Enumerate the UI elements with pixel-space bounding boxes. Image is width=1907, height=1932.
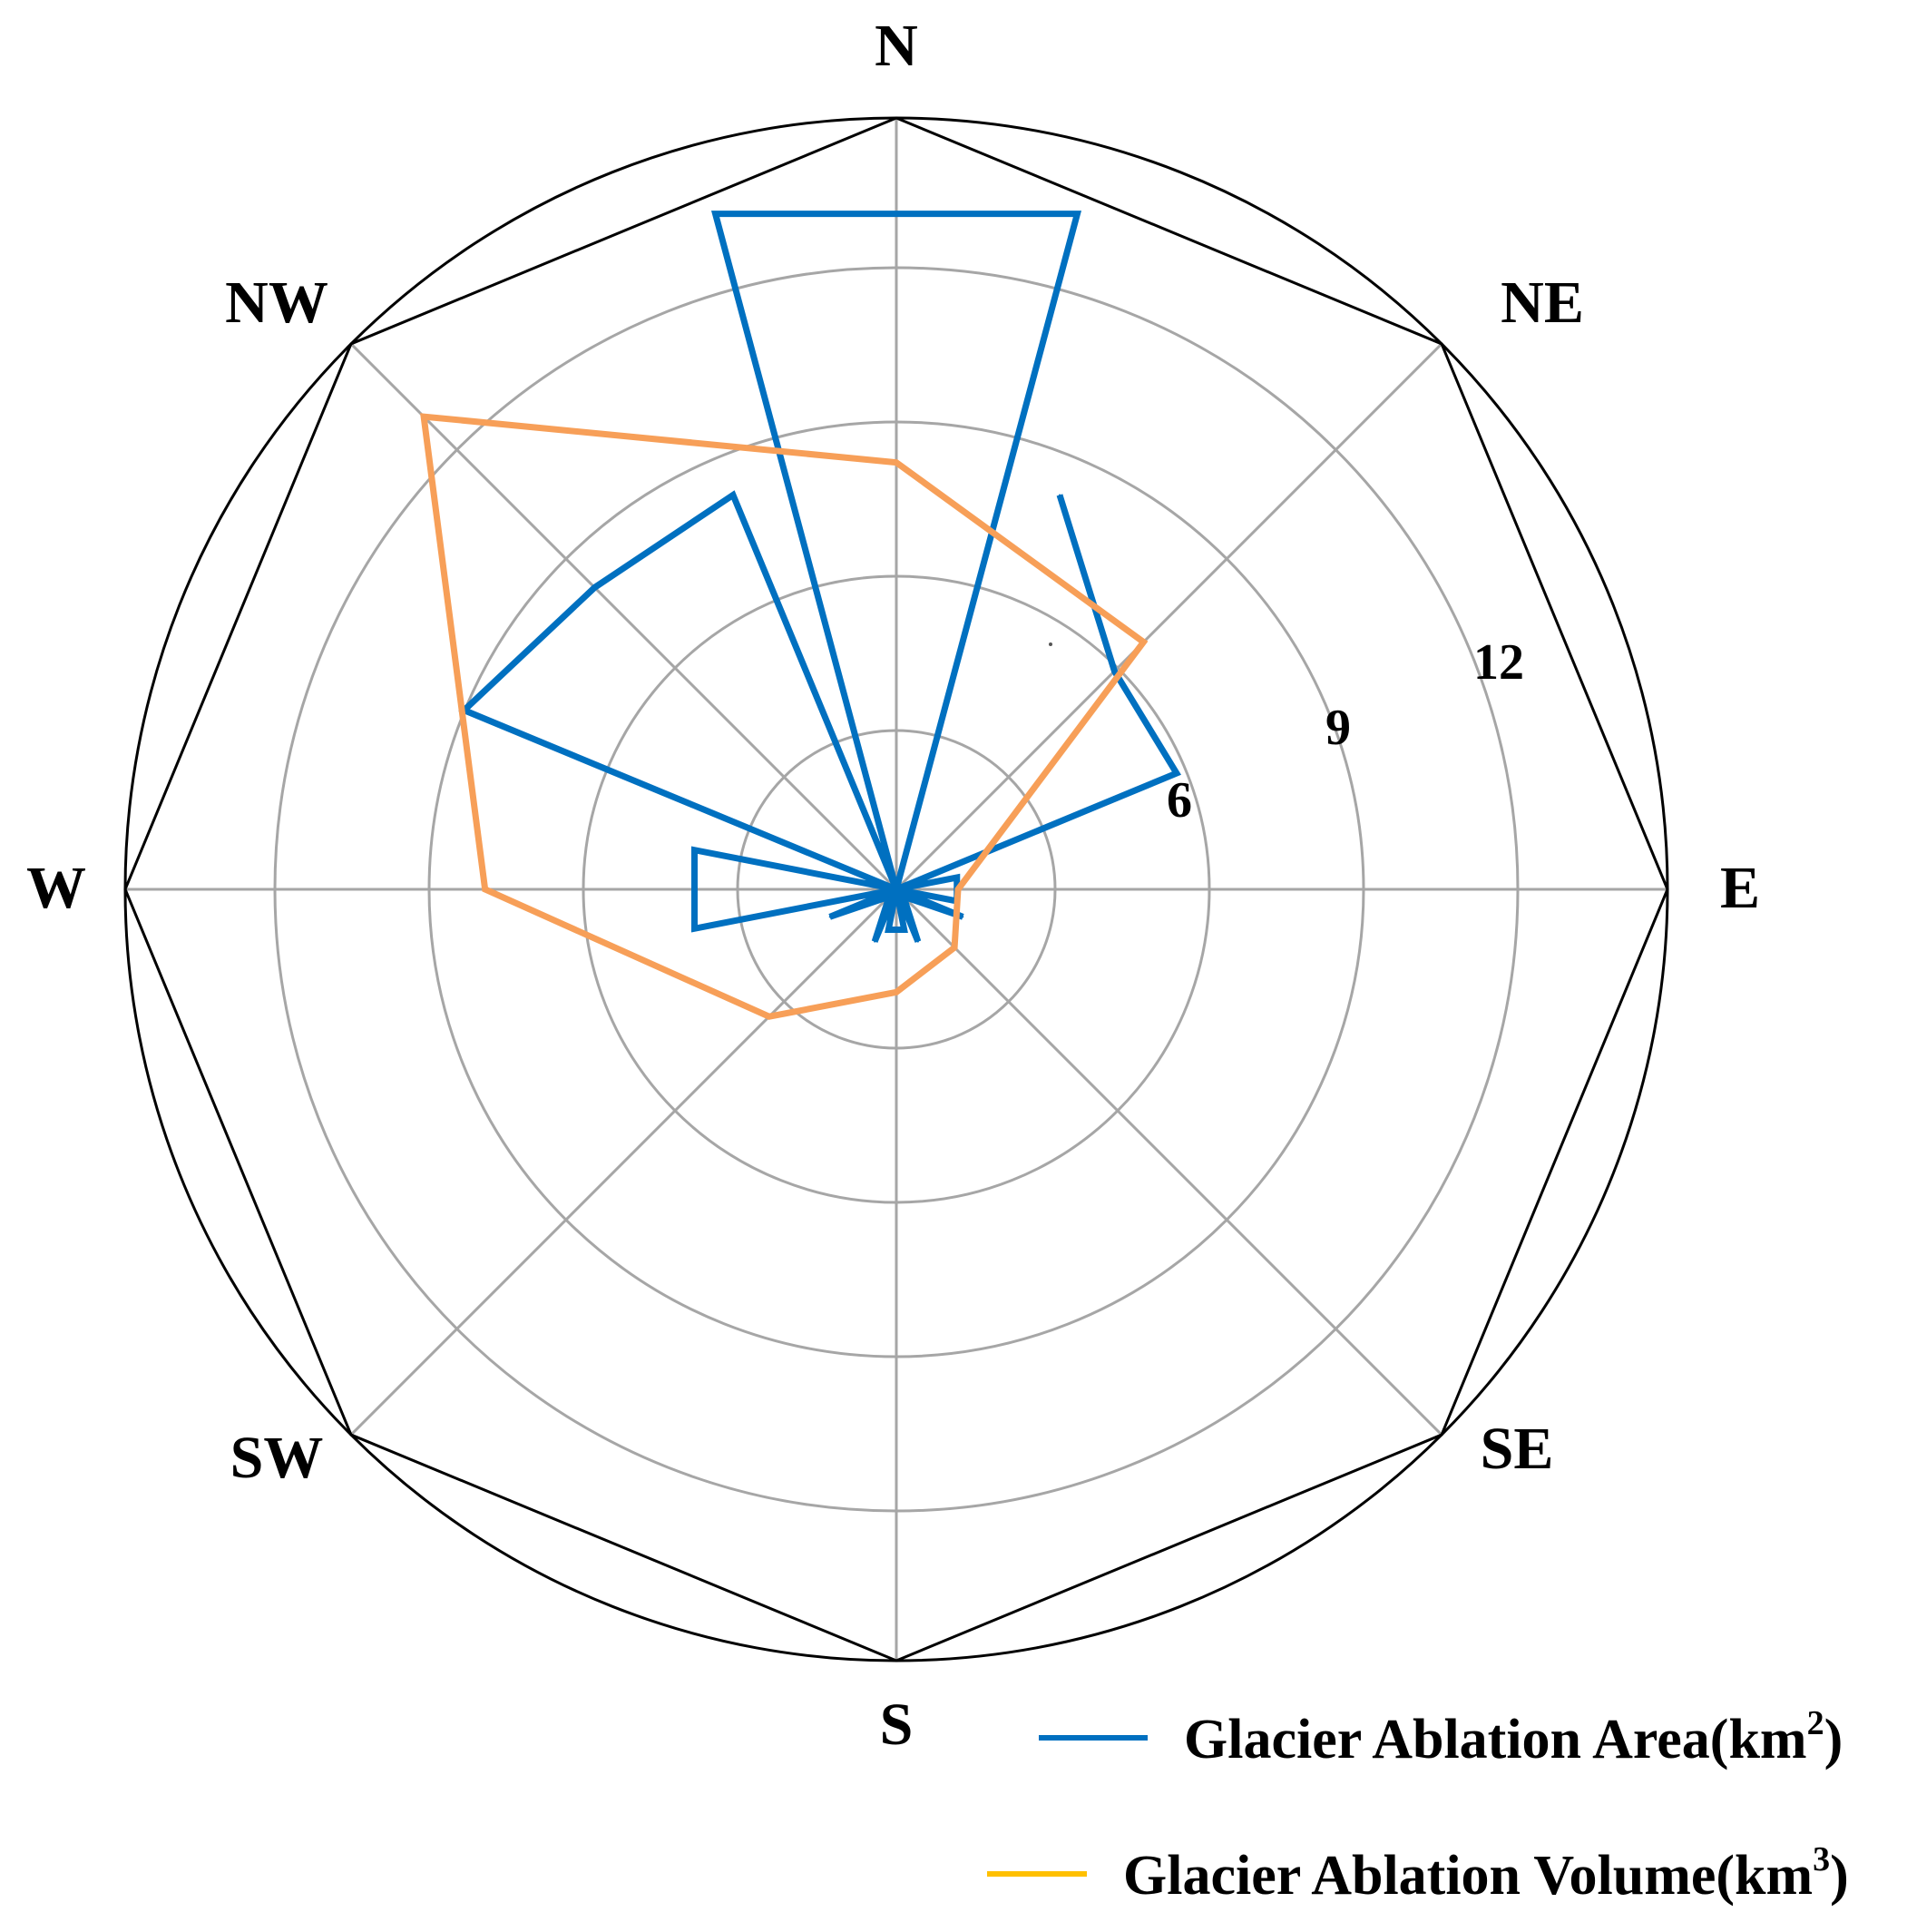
area-point-w-16 bbox=[693, 848, 696, 851]
volume-point-se bbox=[954, 946, 956, 949]
area-point-s-11 bbox=[887, 928, 890, 931]
direction-label-s: S bbox=[880, 1692, 914, 1758]
legend-label-main: Glacier Ablation Area(km bbox=[1184, 1709, 1807, 1770]
radial-tick-label-6: 6 bbox=[1167, 772, 1192, 829]
spoke-ne bbox=[895, 342, 1443, 891]
spoke-se bbox=[895, 888, 1443, 1437]
series-line-volume bbox=[420, 413, 1149, 1020]
legend: Glacier Ablation Area(km2)Glacier Ablati… bbox=[987, 1704, 1849, 1907]
area-point-wsw-14 bbox=[828, 916, 831, 918]
series-layer bbox=[420, 211, 1181, 1020]
volume-point-e bbox=[957, 888, 959, 890]
area-point-ese-7 bbox=[962, 916, 964, 918]
area-point-n-1 bbox=[1076, 212, 1079, 215]
area-point-se-8 bbox=[903, 896, 905, 898]
area-point-ene-4 bbox=[1175, 772, 1178, 775]
area-point-nne-2 bbox=[1058, 494, 1061, 496]
area-point-ssw-12 bbox=[874, 940, 876, 943]
series-line-area bbox=[458, 211, 1181, 943]
area-point-s-10 bbox=[903, 928, 905, 931]
volume-point-sw bbox=[768, 1015, 770, 1018]
stray-dot bbox=[1049, 642, 1052, 646]
legend-label-close: ) bbox=[1830, 1845, 1849, 1907]
volume-point-ne bbox=[1142, 641, 1145, 643]
area-point-ne-3 bbox=[1113, 670, 1116, 672]
legend-label-2: Glacier Ablation Volume(km3) bbox=[1123, 1840, 1849, 1907]
area-point-w-15 bbox=[693, 927, 696, 930]
outer-octagon bbox=[123, 116, 1669, 1662]
volume-point-s bbox=[895, 991, 897, 994]
label-layer: N NE E SE S SW W NW 6 9 12 bbox=[26, 13, 1760, 1758]
spoke-nw bbox=[349, 342, 898, 891]
direction-label-w: W bbox=[26, 855, 86, 921]
radial-tick-label-9: 9 bbox=[1325, 700, 1351, 756]
direction-label-n: N bbox=[875, 13, 918, 79]
volume-point-w bbox=[484, 888, 486, 890]
legend-label-superscript: 3 bbox=[1813, 1840, 1830, 1878]
area-point-nw-18 bbox=[593, 586, 596, 589]
area-point-sw-13 bbox=[887, 896, 890, 898]
radial-tick-label-12: 12 bbox=[1473, 634, 1524, 691]
volume-point-n bbox=[895, 461, 897, 464]
area-point-nnw-19 bbox=[732, 494, 735, 496]
legend-label-main: Glacier Ablation Volume(km bbox=[1123, 1845, 1813, 1907]
grid-layer bbox=[123, 116, 1669, 1662]
legend-label-superscript: 2 bbox=[1807, 1704, 1824, 1742]
area-point-e-5 bbox=[955, 877, 958, 879]
direction-label-ne: NE bbox=[1501, 270, 1584, 336]
area-point-sse-9 bbox=[916, 940, 919, 943]
legend-label-close: ) bbox=[1824, 1709, 1843, 1770]
legend-label-1: Glacier Ablation Area(km2) bbox=[1184, 1704, 1843, 1770]
direction-label-sw: SW bbox=[230, 1425, 324, 1491]
direction-label-nw: NW bbox=[225, 270, 328, 336]
direction-label-se: SE bbox=[1481, 1416, 1554, 1482]
volume-point-nw bbox=[423, 416, 425, 418]
area-point-n-0 bbox=[714, 212, 717, 215]
direction-label-e: E bbox=[1720, 855, 1760, 921]
spoke-sw bbox=[349, 888, 898, 1437]
